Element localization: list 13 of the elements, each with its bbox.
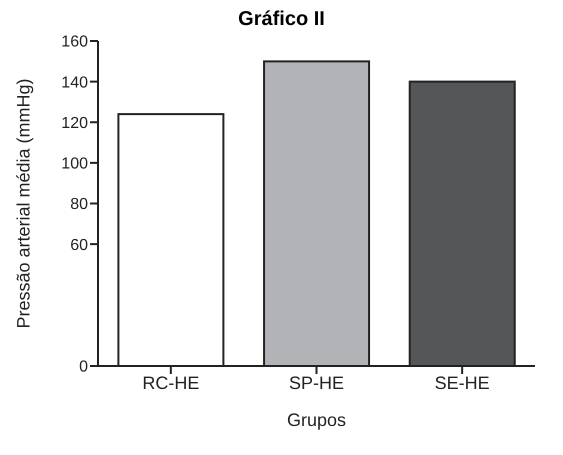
y-tick-label: 0 bbox=[79, 358, 88, 376]
y-tick-label: 60 bbox=[70, 236, 88, 254]
y-axis-title: Pressão arterial média (mmHg) bbox=[13, 78, 34, 329]
x-tick-label: SP-HE bbox=[288, 372, 344, 393]
chart-title: Gráfico II bbox=[237, 8, 326, 31]
y-tick-label: 80 bbox=[70, 196, 88, 214]
x-tick-label: RC-HE bbox=[142, 372, 200, 393]
y-tick-label: 140 bbox=[61, 74, 88, 92]
y-tick-label: 120 bbox=[61, 114, 88, 132]
x-axis-title: Grupos bbox=[286, 410, 346, 430]
x-tick-label: SE-HE bbox=[434, 372, 490, 393]
y-tick-label: 160 bbox=[61, 34, 88, 51]
y-tick-label: 100 bbox=[61, 156, 88, 173]
